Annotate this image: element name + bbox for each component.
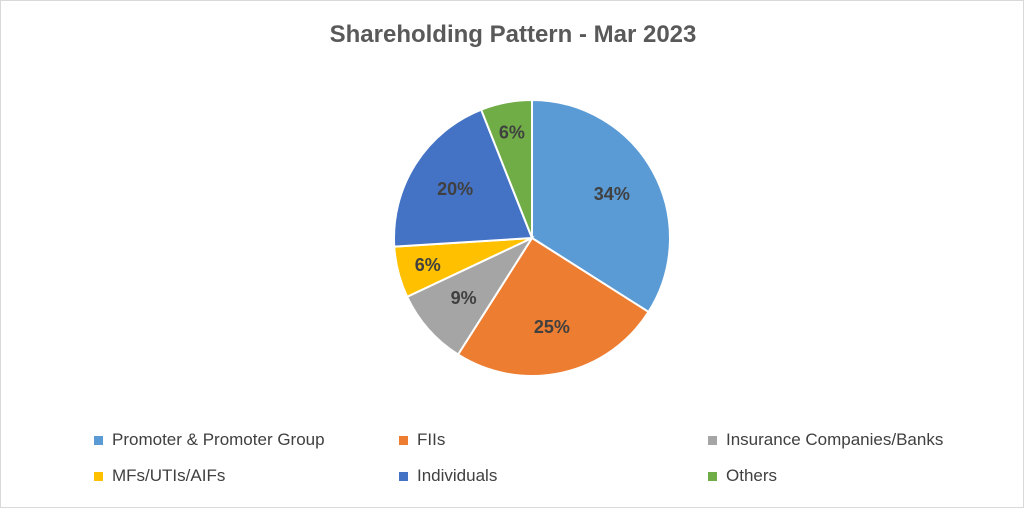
data-label-1: 25% (534, 317, 570, 337)
legend-swatch (708, 471, 717, 481)
legend-swatch (708, 435, 717, 445)
data-label-5: 6% (499, 122, 525, 142)
data-label-2: 9% (451, 288, 477, 308)
legend-item-5: Others (708, 465, 777, 487)
data-label-4: 20% (437, 179, 473, 199)
legend-label: Insurance Companies/Banks (726, 430, 944, 449)
pie-slice-4 (393, 108, 534, 248)
legend-label: Individuals (417, 466, 498, 485)
legend-item-2: Insurance Companies/Banks (708, 429, 943, 451)
data-label-0: 34% (594, 184, 630, 204)
legend-item-4: Individuals (399, 465, 497, 487)
legend-item-3: MFs/UTIs/AIFs (94, 465, 225, 487)
pie-slice-5 (479, 98, 533, 239)
legend-item-1: FIIs (399, 429, 445, 451)
legend-label: Others (726, 466, 778, 485)
legend-swatch (94, 471, 103, 481)
legend-label: FIIs (417, 430, 446, 449)
data-label-3: 6% (415, 255, 441, 275)
legend-swatch (399, 471, 408, 481)
legend-label: Promoter & Promoter Group (112, 430, 325, 449)
legend-label: MFs/UTIs/AIFs (112, 466, 226, 485)
legend-swatch (399, 435, 408, 445)
legend-swatch (94, 435, 103, 445)
chart-title: Shareholding Pattern - Mar 2023 (329, 21, 697, 48)
legend-item-0: Promoter & Promoter Group (94, 429, 325, 451)
pie-slice-1 (456, 236, 650, 377)
